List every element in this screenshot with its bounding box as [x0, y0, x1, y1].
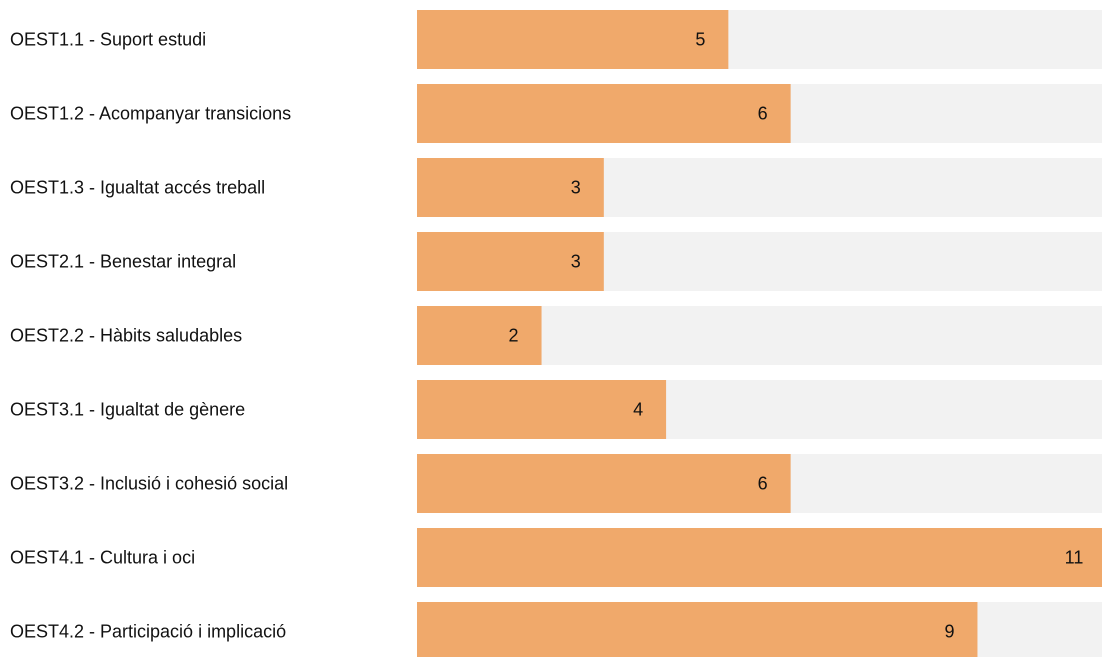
bar	[417, 528, 1102, 587]
value-label: 3	[571, 251, 581, 271]
category-label: OEST1.2 - Acompanyar transicions	[10, 103, 291, 123]
category-label: OEST1.3 - Igualtat accés treball	[10, 177, 265, 197]
bar	[417, 602, 978, 657]
value-label: 9	[944, 621, 954, 641]
category-label: OEST1.1 - Suport estudi	[10, 29, 206, 49]
value-label: 3	[571, 177, 581, 197]
category-label: OEST3.2 - Inclusió i cohesió social	[10, 473, 288, 493]
bar	[417, 380, 667, 439]
bar	[417, 158, 604, 217]
bar	[417, 84, 791, 143]
bar	[417, 306, 542, 365]
value-label: 6	[758, 103, 768, 123]
category-label: OEST4.1 - Cultura i oci	[10, 547, 195, 567]
value-label: 11	[1065, 547, 1084, 567]
value-label: 6	[758, 473, 768, 493]
category-label: OEST2.2 - Hàbits saludables	[10, 325, 242, 345]
category-label: OEST3.1 - Igualtat de gènere	[10, 399, 245, 419]
value-label: 2	[509, 325, 519, 345]
category-label: OEST2.1 - Benestar integral	[10, 251, 236, 271]
category-label: OEST4.2 - Participació i implicació	[10, 621, 286, 641]
bar	[417, 454, 791, 513]
bar	[417, 10, 729, 69]
value-label: 5	[695, 29, 705, 49]
value-label: 4	[633, 399, 643, 419]
bar	[417, 232, 604, 291]
